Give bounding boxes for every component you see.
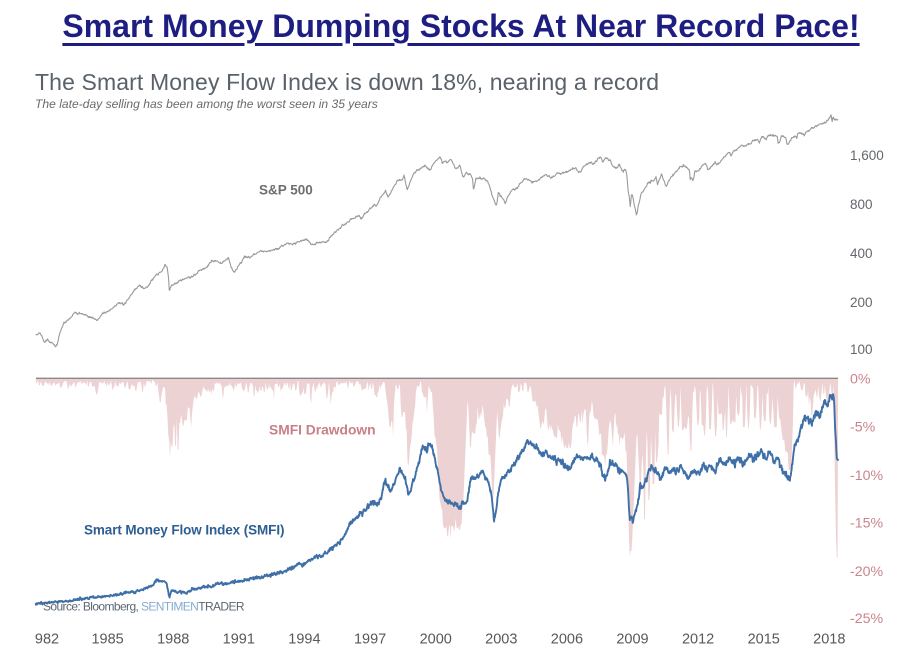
svg-text:Smart Money Flow Index (SMFI): Smart Money Flow Index (SMFI) — [84, 523, 284, 538]
svg-text:400: 400 — [850, 246, 873, 261]
svg-text:2012: 2012 — [682, 632, 714, 648]
svg-text:S&P 500: S&P 500 — [259, 183, 313, 198]
svg-text:982: 982 — [35, 632, 59, 648]
svg-text:Source: Bloomberg, SENTIMENTRA: Source: Bloomberg, SENTIMENTRADER — [43, 600, 245, 614]
svg-text:2003: 2003 — [485, 632, 517, 648]
svg-text:-25%: -25% — [850, 611, 884, 627]
svg-text:1988: 1988 — [157, 632, 189, 648]
svg-text:2000: 2000 — [420, 632, 452, 648]
svg-text:-15%: -15% — [850, 515, 884, 531]
svg-text:800: 800 — [850, 197, 873, 212]
svg-text:1985: 1985 — [91, 632, 123, 648]
svg-text:1994: 1994 — [288, 632, 320, 648]
svg-text:0%: 0% — [850, 371, 871, 387]
svg-text:2006: 2006 — [551, 632, 583, 648]
svg-text:1997: 1997 — [354, 632, 386, 648]
svg-text:1991: 1991 — [223, 632, 255, 648]
svg-text:2018: 2018 — [813, 632, 845, 648]
svg-text:100: 100 — [850, 342, 873, 357]
svg-text:200: 200 — [850, 295, 873, 310]
svg-text:-5%: -5% — [850, 419, 876, 435]
svg-text:2015: 2015 — [748, 632, 780, 648]
svg-text:-20%: -20% — [850, 564, 884, 580]
svg-text:-10%: -10% — [850, 468, 884, 484]
svg-text:2009: 2009 — [616, 632, 648, 648]
svg-text:SMFI Drawdown: SMFI Drawdown — [269, 423, 376, 438]
svg-text:1,600: 1,600 — [850, 148, 884, 163]
